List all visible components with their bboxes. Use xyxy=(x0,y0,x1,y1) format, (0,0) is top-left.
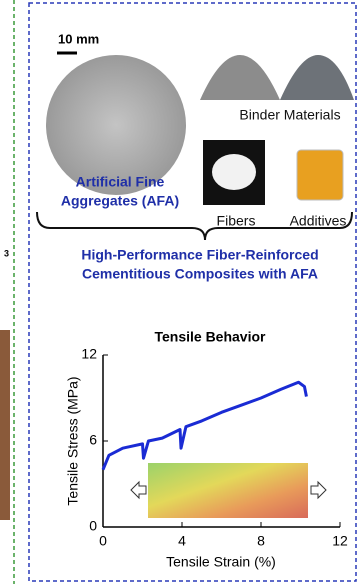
chart: Tensile Behavior Tensile Strain (%) Tens… xyxy=(65,329,348,570)
stress-strain-curve xyxy=(103,382,306,469)
y-tick-label: 6 xyxy=(89,432,97,448)
binder-image xyxy=(200,55,280,100)
binder-image xyxy=(280,55,354,100)
chart-title: Tensile Behavior xyxy=(154,329,266,345)
fibers-label: Fibers xyxy=(217,213,256,229)
summary: Cementitious Composites with AFA xyxy=(82,266,318,282)
x-axis-label: Tensile Strain (%) xyxy=(166,554,276,570)
binder-label: Binder Materials xyxy=(239,107,340,123)
x-tick-label: 0 xyxy=(99,533,107,549)
scale-label: 10 mm xyxy=(58,31,99,46)
arrow xyxy=(131,482,146,498)
x-tick-label: 4 xyxy=(178,533,186,549)
additives-image xyxy=(297,150,343,200)
x-tick-label: 8 xyxy=(257,533,265,549)
materials: 10 mm Binder Materials Artificial Fine A… xyxy=(37,31,354,281)
aggregate-label: Artificial Fine xyxy=(76,174,165,190)
fragment-text: 3 xyxy=(4,248,9,258)
summary: High-Performance Fiber-Reinforced xyxy=(81,247,318,263)
dic-image xyxy=(148,463,308,518)
y-tick-label: 12 xyxy=(81,346,97,362)
x-tick-label: 12 xyxy=(332,533,348,549)
left-panel: 3 xyxy=(0,0,14,584)
aggregate-label: Aggregates (AFA) xyxy=(61,193,179,209)
figure: 3 10 mm Binder Materials Artificial Fine… xyxy=(0,0,357,584)
y-tick-label: 0 xyxy=(89,518,97,534)
arrow xyxy=(311,482,326,498)
y-axis-label: Tensile Stress (MPa) xyxy=(65,376,81,505)
additives-label: Additives xyxy=(290,213,347,229)
